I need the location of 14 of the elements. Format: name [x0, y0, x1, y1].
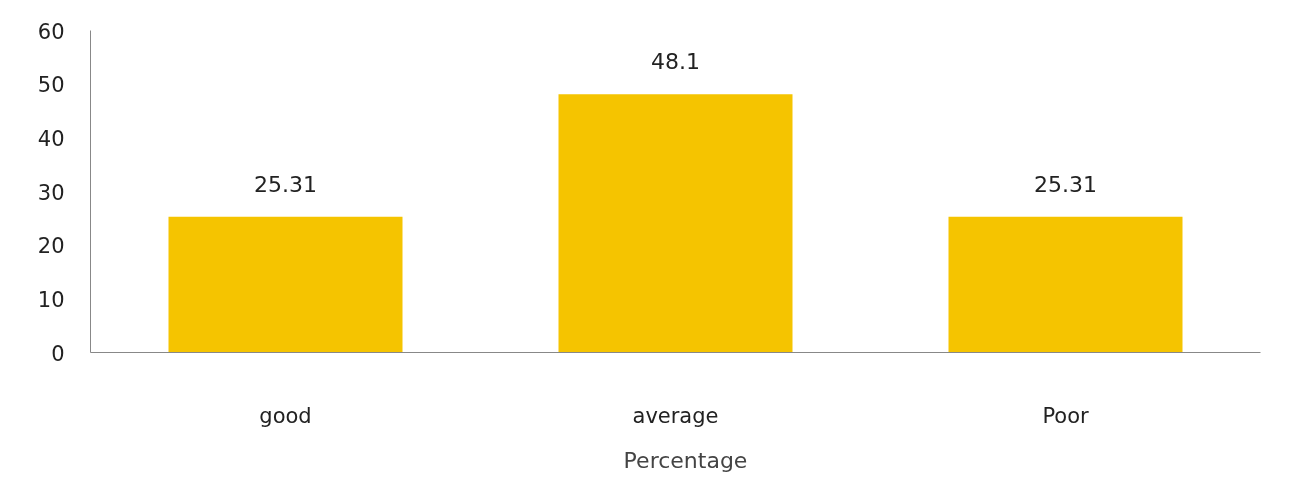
- y-tick-label: 0: [51, 341, 65, 366]
- x-tick-label: Poor: [1042, 403, 1089, 428]
- text: Percentage: [623, 447, 748, 473]
- y-tick-label: 60: [37, 19, 65, 44]
- y-tick-label: 40: [37, 126, 65, 151]
- x-tick-label: good: [259, 403, 312, 428]
- y-tick-label: 50: [37, 73, 65, 98]
- data-label: 48.1: [651, 49, 700, 75]
- y-tick-label: 20: [37, 234, 65, 259]
- data-label: 25.31: [1034, 171, 1097, 197]
- x-tick-label: average: [632, 403, 719, 428]
- y-tick-label: 10: [37, 287, 65, 312]
- data-label: 25.31: [254, 171, 317, 197]
- y-tick-label: 30: [37, 180, 65, 205]
